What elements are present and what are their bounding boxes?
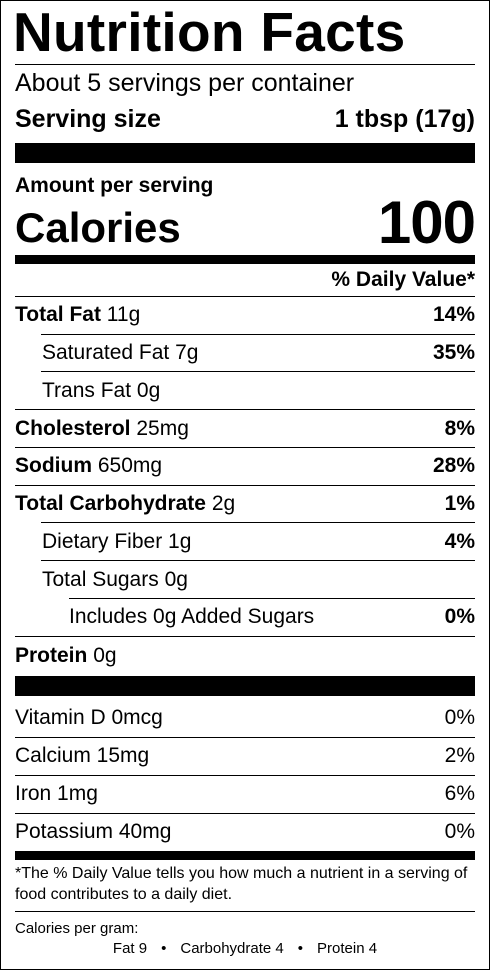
vitamin-row-vitamin-d: Vitamin D 0mcg 0%	[15, 700, 475, 736]
thick-divider-top	[15, 143, 475, 163]
label-title: Nutrition Facts	[13, 1, 406, 63]
nutrient-name: Cholesterol	[15, 416, 131, 440]
nutrient-row-protein: Protein 0g	[15, 637, 475, 675]
nutrient-amount: 650mg	[97, 454, 163, 477]
bullet-separator: •	[297, 940, 304, 957]
nutrient-name: Total Sugars	[42, 567, 159, 591]
divider	[15, 447, 475, 448]
divider	[15, 636, 475, 637]
nutrient-row-dietary-fiber: Dietary Fiber 1g 4%	[15, 523, 475, 560]
divider	[15, 911, 475, 912]
divider	[15, 737, 475, 738]
nutrient-dv: 14%	[432, 303, 475, 326]
vitamin-row-iron: Iron 1mg 6%	[15, 776, 475, 812]
nutrient-name: Total Carbohydrate	[15, 492, 206, 515]
nutrient-dv: 4%	[444, 529, 475, 553]
nutrient-amount: 1g	[168, 529, 192, 553]
nutrient-amount: 11g	[106, 303, 141, 326]
calories-row: Calories 100	[15, 189, 476, 256]
servings-per-container: About 5 servings per container	[15, 68, 355, 97]
nutrient-dv: 28%	[432, 454, 475, 477]
nutrient-amount: 0g	[136, 378, 161, 402]
divider	[15, 409, 475, 410]
nutrient-amount: 7g	[175, 341, 199, 364]
nutrient-amount: 25mg	[136, 416, 189, 440]
cpg-carbohydrate: Carbohydrate 4	[180, 940, 284, 957]
nutrient-row-trans-fat: Trans Fat 0g	[15, 372, 475, 409]
serving-size-label: Serving size	[15, 104, 161, 133]
nutrient-dv: 35%	[432, 341, 475, 364]
amount-per-serving: Amount per serving	[15, 174, 214, 197]
nutrient-name: Includes 0g Added Sugars	[69, 605, 315, 628]
vitamin-row-potassium: Potassium 40mg 0%	[15, 814, 475, 850]
nutrient-amount: 0g	[164, 567, 188, 591]
vitamin-name: Calcium 15mg	[15, 744, 150, 767]
vitamin-dv: 0%	[444, 706, 475, 729]
divider	[69, 598, 475, 599]
bullet-separator: •	[161, 940, 167, 957]
divider	[41, 522, 475, 523]
divider	[15, 296, 475, 297]
nutrient-name: Protein	[15, 644, 88, 667]
calories-value: 100	[377, 189, 476, 256]
calories-per-gram-label: Calories per gram:	[15, 920, 139, 937]
divider	[41, 560, 475, 561]
nutrient-row-cholesterol: Cholesterol 25mg 8%	[15, 410, 475, 447]
vitamin-dv: 0%	[444, 820, 475, 843]
vitamin-dv: 2%	[444, 744, 475, 767]
dv-header: % Daily Value*	[331, 268, 475, 291]
vitamin-name: Vitamin D 0mcg	[15, 706, 163, 729]
nutrient-row-added-sugars: Includes 0g Added Sugars 0%	[15, 599, 475, 635]
thick-divider-vitamins	[15, 676, 475, 696]
nutrient-amount: 0g	[93, 644, 117, 667]
divider	[15, 775, 475, 776]
divider	[41, 371, 475, 372]
divider	[15, 813, 475, 814]
serving-size-row: Serving size 1 tbsp (17g)	[15, 102, 475, 136]
nutrient-row-total-fat: Total Fat 11g 14%	[15, 297, 475, 333]
nutrient-name: Saturated Fat	[42, 341, 170, 364]
amount-per-serving-row: Amount per serving	[15, 173, 475, 199]
serving-size-value: 1 tbsp (17g)	[334, 104, 475, 133]
vitamin-name: Iron 1mg	[15, 782, 98, 805]
calories-per-gram-values: Fat 9 • Carbohydrate 4 • Protein 4	[15, 940, 475, 957]
nutrient-row-total-sugars: Total Sugars 0g	[15, 561, 475, 598]
calories-label: Calories	[15, 204, 181, 251]
vitamin-name: Potassium 40mg	[15, 820, 172, 843]
dv-header-row: % Daily Value*	[15, 264, 475, 296]
divider	[15, 485, 475, 486]
nutrient-name: Dietary Fiber	[42, 529, 163, 553]
nutrient-dv: 0%	[444, 605, 475, 628]
nutrient-dv: 8%	[444, 416, 475, 440]
divider	[41, 334, 475, 335]
nutrient-dv: 1%	[444, 492, 475, 515]
daily-value-footnote: *The % Daily Value tells you how much a …	[15, 865, 468, 903]
nutrient-row-total-carbohydrate: Total Carbohydrate 2g 1%	[15, 486, 475, 522]
nutrient-name: Sodium	[15, 454, 92, 477]
calories-divider	[15, 255, 475, 264]
servings-row: About 5 servings per container	[15, 68, 475, 98]
vitamin-row-calcium: Calcium 15mg 2%	[15, 738, 475, 774]
nutrient-row-sodium: Sodium 650mg 28%	[15, 448, 475, 484]
footnote-divider	[15, 851, 475, 860]
nutrient-amount: 2g	[211, 492, 236, 515]
nutrient-name: Total Fat	[15, 303, 101, 326]
cpg-protein: Protein 4	[317, 940, 378, 957]
vitamin-dv: 6%	[444, 782, 475, 805]
nutrient-name: Trans Fat	[42, 378, 132, 402]
title-divider	[15, 64, 475, 65]
nutrient-row-saturated-fat: Saturated Fat 7g 35%	[15, 335, 475, 371]
cpg-fat: Fat 9	[112, 940, 148, 957]
